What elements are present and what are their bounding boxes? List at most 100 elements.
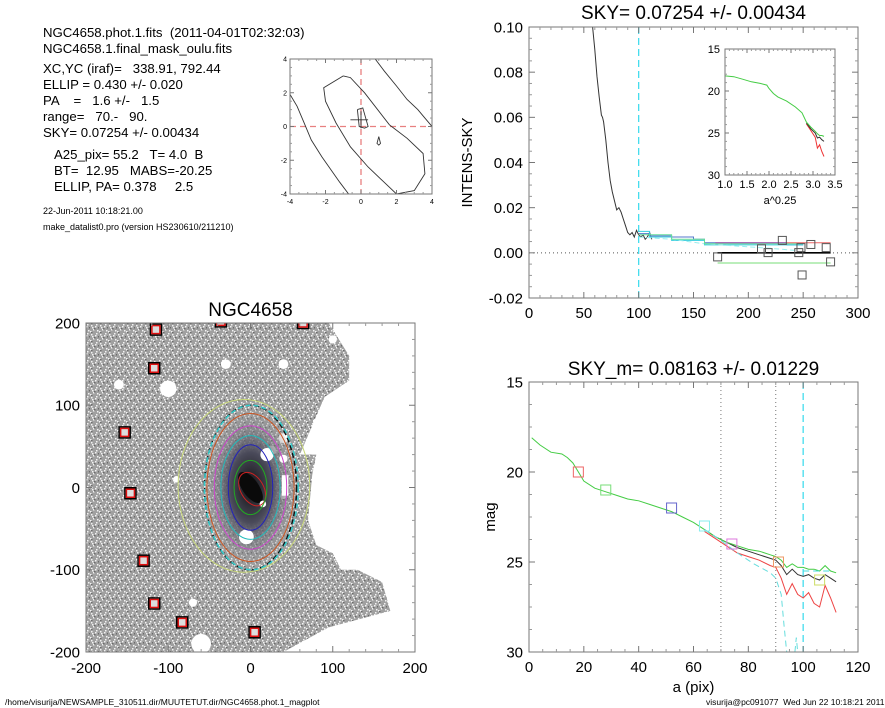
- contour-inner: [356, 107, 369, 129]
- mask-filename: NGC4658.1.final_mask_oulu.fits: [43, 41, 233, 56]
- mag-frame: [528, 381, 859, 653]
- mag-marker: [600, 484, 612, 496]
- run-date: 22-Jun-2011 10:18:21.00: [43, 206, 143, 216]
- x-tick-label: 1.5: [739, 179, 754, 191]
- x-tick-label: 2: [395, 199, 399, 206]
- y-tick-label: -0.02: [489, 290, 523, 307]
- x-tick-label: 50: [575, 305, 592, 322]
- x-tick-label: 100: [791, 659, 816, 676]
- contour-outer-left: [290, 94, 349, 194]
- mag-black: [704, 529, 837, 583]
- source-marker: [149, 323, 163, 336]
- mag-marker: [666, 502, 678, 514]
- masked-star: [328, 335, 337, 344]
- ellipse-green: [233, 459, 268, 516]
- mag-marker: [814, 574, 826, 586]
- ellipse-blue: [227, 444, 274, 531]
- y-tick-label: 30: [708, 170, 720, 182]
- x-tick-label: 200: [736, 305, 761, 322]
- y-tick-label: -4: [281, 192, 287, 199]
- sky-ylabel: INTENS-SKY: [459, 117, 476, 207]
- source-marker-inner: [151, 324, 161, 335]
- source-marker-inner: [216, 323, 226, 327]
- ellipse-magenta: [213, 425, 288, 550]
- x-tick-label: -2: [322, 199, 328, 206]
- masked-star: [279, 454, 288, 463]
- y-tick-label: 0.10: [494, 19, 523, 36]
- source-marker-inner: [177, 617, 187, 628]
- param-sky: SKY= 0.07254 +/- 0.00434: [43, 125, 200, 140]
- mag-marker: [572, 466, 584, 478]
- x-tick-label: 80: [740, 659, 757, 676]
- source-marker: [148, 597, 161, 610]
- source-marker: [175, 616, 189, 629]
- source-marker: [137, 554, 150, 567]
- x-tick-label: 0: [246, 660, 254, 677]
- masked-star: [188, 598, 198, 607]
- y-tick-label: 4: [283, 57, 287, 64]
- x-tick-label: 250: [791, 305, 816, 322]
- x-tick-label: 2.5: [783, 179, 798, 191]
- x-tick-label: 150: [681, 305, 706, 322]
- catalog-a25: A25_pix= 55.2 T= 4.0 B: [54, 147, 204, 162]
- source-marker: [124, 487, 137, 500]
- x-tick-label: 0: [525, 305, 533, 322]
- x-tick-label: 3.5: [827, 179, 842, 191]
- source-marker-inner: [149, 363, 160, 373]
- masked-star: [191, 633, 211, 652]
- sky-title: SKY= 0.07254 +/- 0.00434: [581, 3, 806, 24]
- sky-marker: [796, 243, 806, 253]
- inset-red: [805, 123, 825, 157]
- sky-marker: [797, 270, 807, 280]
- masked-star: [260, 448, 274, 462]
- x-tick-label: 0: [359, 199, 363, 206]
- source-marker: [148, 361, 161, 375]
- x-tick-label: -100: [153, 660, 183, 677]
- y-tick-label: 20: [506, 464, 523, 481]
- y-tick-label: 0.04: [494, 155, 523, 172]
- masked-star: [278, 359, 289, 370]
- catalog-ellip-pa: ELLIP, PA= 0.378 2.5: [54, 179, 194, 194]
- y-tick-label: 25: [506, 554, 523, 571]
- y-tick-label: -100: [50, 562, 80, 579]
- x-tick-label: -200: [71, 660, 101, 677]
- inset-xlabel: a^0.25: [764, 195, 797, 207]
- y-tick-label: 25: [708, 128, 720, 140]
- footer-path: /home/visurija/NEWSAMPLE_310511.dir/MUUT…: [5, 697, 320, 707]
- sky-marker: [821, 243, 831, 253]
- y-tick-label: 200: [55, 315, 80, 332]
- source-marker-inner: [298, 323, 308, 328]
- catalog-bt: BT= 12.95 MABS=-20.25: [54, 163, 213, 178]
- masked-star: [160, 380, 177, 397]
- x-tick-label: 100: [626, 305, 651, 322]
- sky-marker: [763, 248, 773, 258]
- mag-marker: [772, 556, 784, 568]
- inset-lines: [724, 75, 825, 157]
- masked-star: [113, 379, 124, 390]
- contour-dot: [376, 136, 381, 146]
- x-tick-label: 40: [630, 659, 647, 676]
- masked-star: [313, 418, 320, 425]
- y-tick-label: 0.02: [494, 200, 523, 217]
- source-marker-inner: [119, 427, 130, 438]
- mag-xlabel: a (pix): [673, 679, 715, 696]
- y-tick-label: 0: [72, 480, 80, 497]
- x-tick-label: 300: [845, 305, 870, 322]
- ellipse-red: [238, 471, 267, 507]
- sky-marker: [806, 239, 816, 249]
- mag-cyan-dashed-2: [794, 637, 799, 652]
- param-ellip: ELLIP = 0.430 +/- 0.020: [43, 77, 183, 92]
- masked-region: [281, 475, 289, 496]
- sky-marker: [794, 248, 804, 258]
- footer-stamp: visurija@pc091077 Wed Jun 22 10:18:21 20…: [706, 697, 885, 707]
- ellipse-cyan: [220, 435, 281, 540]
- mag-marker: [726, 538, 738, 550]
- y-tick-label: 15: [506, 374, 523, 391]
- mag-lines: [531, 382, 837, 652]
- x-tick-label: 3.0: [805, 179, 820, 191]
- y-tick-label: -200: [50, 644, 80, 661]
- y-tick-label: 2: [283, 90, 287, 97]
- inset-black: [805, 122, 825, 142]
